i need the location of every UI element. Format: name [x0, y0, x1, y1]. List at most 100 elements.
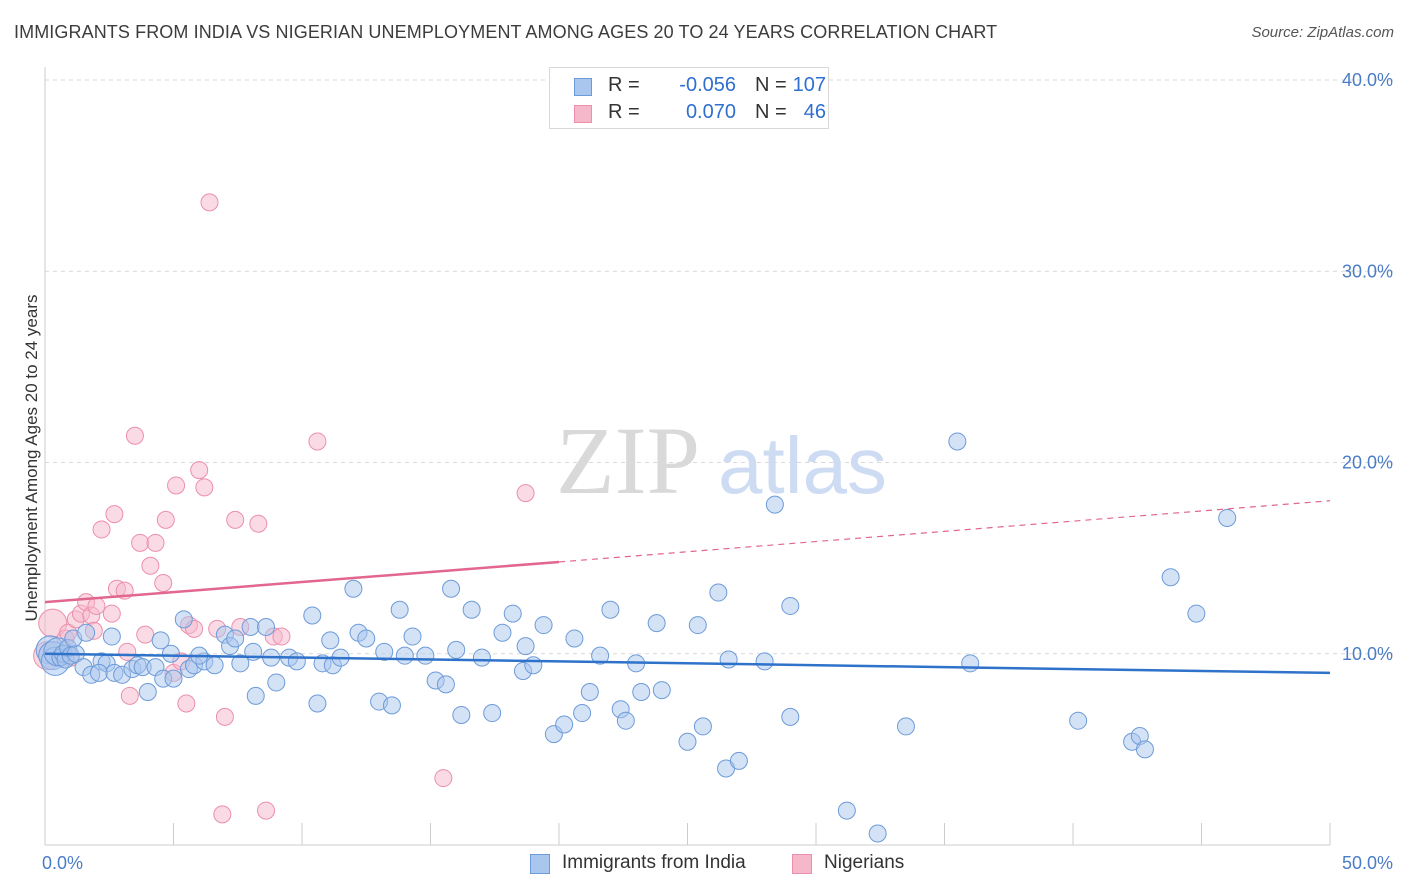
india-point: [436, 675, 455, 694]
nigerians-point: [516, 484, 535, 503]
nigerians-trend-line: [44, 560, 560, 604]
india-point: [896, 717, 915, 736]
india-point: [138, 683, 157, 701]
india-point: [390, 600, 409, 619]
legend-r-label: R =: [608, 74, 640, 96]
india-point: [601, 600, 620, 619]
india-point: [1161, 568, 1180, 587]
nigerians-point: [195, 478, 214, 497]
y-tick-label: 40.0%: [1342, 70, 1393, 90]
india-point: [678, 732, 697, 751]
nigerians-point: [136, 625, 155, 644]
legend-n-value: 107: [792, 74, 826, 96]
india-point: [781, 707, 800, 726]
legend-swatch-blue: [574, 78, 592, 96]
india-point: [483, 704, 502, 723]
india-point: [226, 629, 245, 648]
x-tick-label-min: 0.0%: [42, 853, 83, 873]
india-point: [524, 656, 543, 675]
india-point: [205, 656, 224, 675]
nigerians-point: [177, 694, 196, 713]
india-point: [1187, 604, 1206, 623]
nigerians-point: [434, 769, 453, 788]
india-point: [647, 614, 666, 633]
india-point: [503, 604, 522, 623]
india-point: [1135, 740, 1154, 759]
bottom-swatch-pink: [792, 854, 812, 874]
india-point: [161, 644, 180, 663]
india-point: [472, 648, 491, 667]
nigerians-trend-extension: [558, 500, 1331, 563]
nigerians-point: [87, 596, 106, 615]
india-point: [164, 669, 183, 688]
legend-r-value: 0.070: [685, 101, 736, 123]
watermark: ZIP atlas: [556, 407, 887, 514]
bottom-swatch-blue: [530, 854, 550, 874]
nigerians-point: [131, 533, 150, 552]
nigerians-point: [125, 426, 144, 445]
india-point: [616, 711, 635, 730]
india-trend-line: [44, 652, 1331, 675]
nigerians-point: [120, 686, 139, 705]
grid-lines: [45, 79, 1395, 655]
nigerians-point: [92, 520, 111, 539]
india-point: [1069, 711, 1088, 730]
india-point: [89, 663, 108, 682]
india-point: [755, 652, 774, 671]
series-immigrants-from-india: [35, 432, 1237, 843]
india-point: [321, 631, 340, 650]
india-point: [591, 646, 610, 665]
india-point: [781, 596, 800, 615]
nigerians-point: [272, 627, 291, 646]
india-point: [447, 640, 466, 659]
india-point: [416, 646, 435, 665]
nigerians-point: [102, 604, 121, 623]
india-point: [632, 683, 651, 701]
y-tick-label: 30.0%: [1342, 261, 1393, 281]
india-point: [357, 629, 376, 648]
india-point: [948, 432, 967, 451]
india-point: [303, 606, 322, 625]
y-axis-label: Unemployment Among Ages 20 to 24 years: [22, 295, 41, 622]
india-point: [241, 617, 260, 636]
india-point: [765, 495, 784, 514]
nigerians-point: [167, 476, 186, 495]
trend-lines: [44, 500, 1331, 675]
y-tick-label: 20.0%: [1342, 453, 1393, 473]
india-point: [534, 616, 553, 635]
legend-r-label: R =: [608, 101, 640, 123]
india-point: [868, 824, 887, 843]
tick-labels: 10.0% 20.0% 30.0% 40.0% 0.0% 50.0%: [42, 70, 1393, 873]
india-point: [375, 642, 394, 661]
legend-n-label: N =: [755, 74, 787, 96]
india-point: [555, 715, 574, 734]
nigerians-point: [156, 510, 175, 529]
india-point: [174, 610, 193, 629]
nigerians-point: [257, 801, 276, 820]
nigerians-point: [215, 707, 234, 726]
india-point: [693, 717, 712, 736]
india-point: [382, 696, 401, 715]
nigerians-point: [154, 573, 173, 592]
india-point: [287, 652, 306, 671]
india-point: [565, 629, 584, 648]
india-point: [709, 583, 728, 602]
legend-n-label: N =: [755, 101, 787, 123]
legend-r-value: -0.056: [679, 74, 736, 96]
india-point: [308, 694, 327, 713]
nigerians-point: [213, 805, 232, 824]
nigerians-point: [226, 510, 245, 529]
india-point: [516, 637, 535, 656]
india-point: [231, 654, 250, 673]
india-point: [573, 704, 592, 723]
india-point: [729, 751, 748, 770]
india-point: [267, 673, 286, 692]
axes: [44, 67, 1331, 846]
legend-swatch-pink: [574, 105, 592, 123]
series-nigerians: [33, 193, 535, 824]
india-point: [403, 627, 422, 646]
watermark-zip: ZIP: [556, 407, 700, 514]
india-point: [77, 623, 96, 642]
india-point: [442, 579, 461, 598]
